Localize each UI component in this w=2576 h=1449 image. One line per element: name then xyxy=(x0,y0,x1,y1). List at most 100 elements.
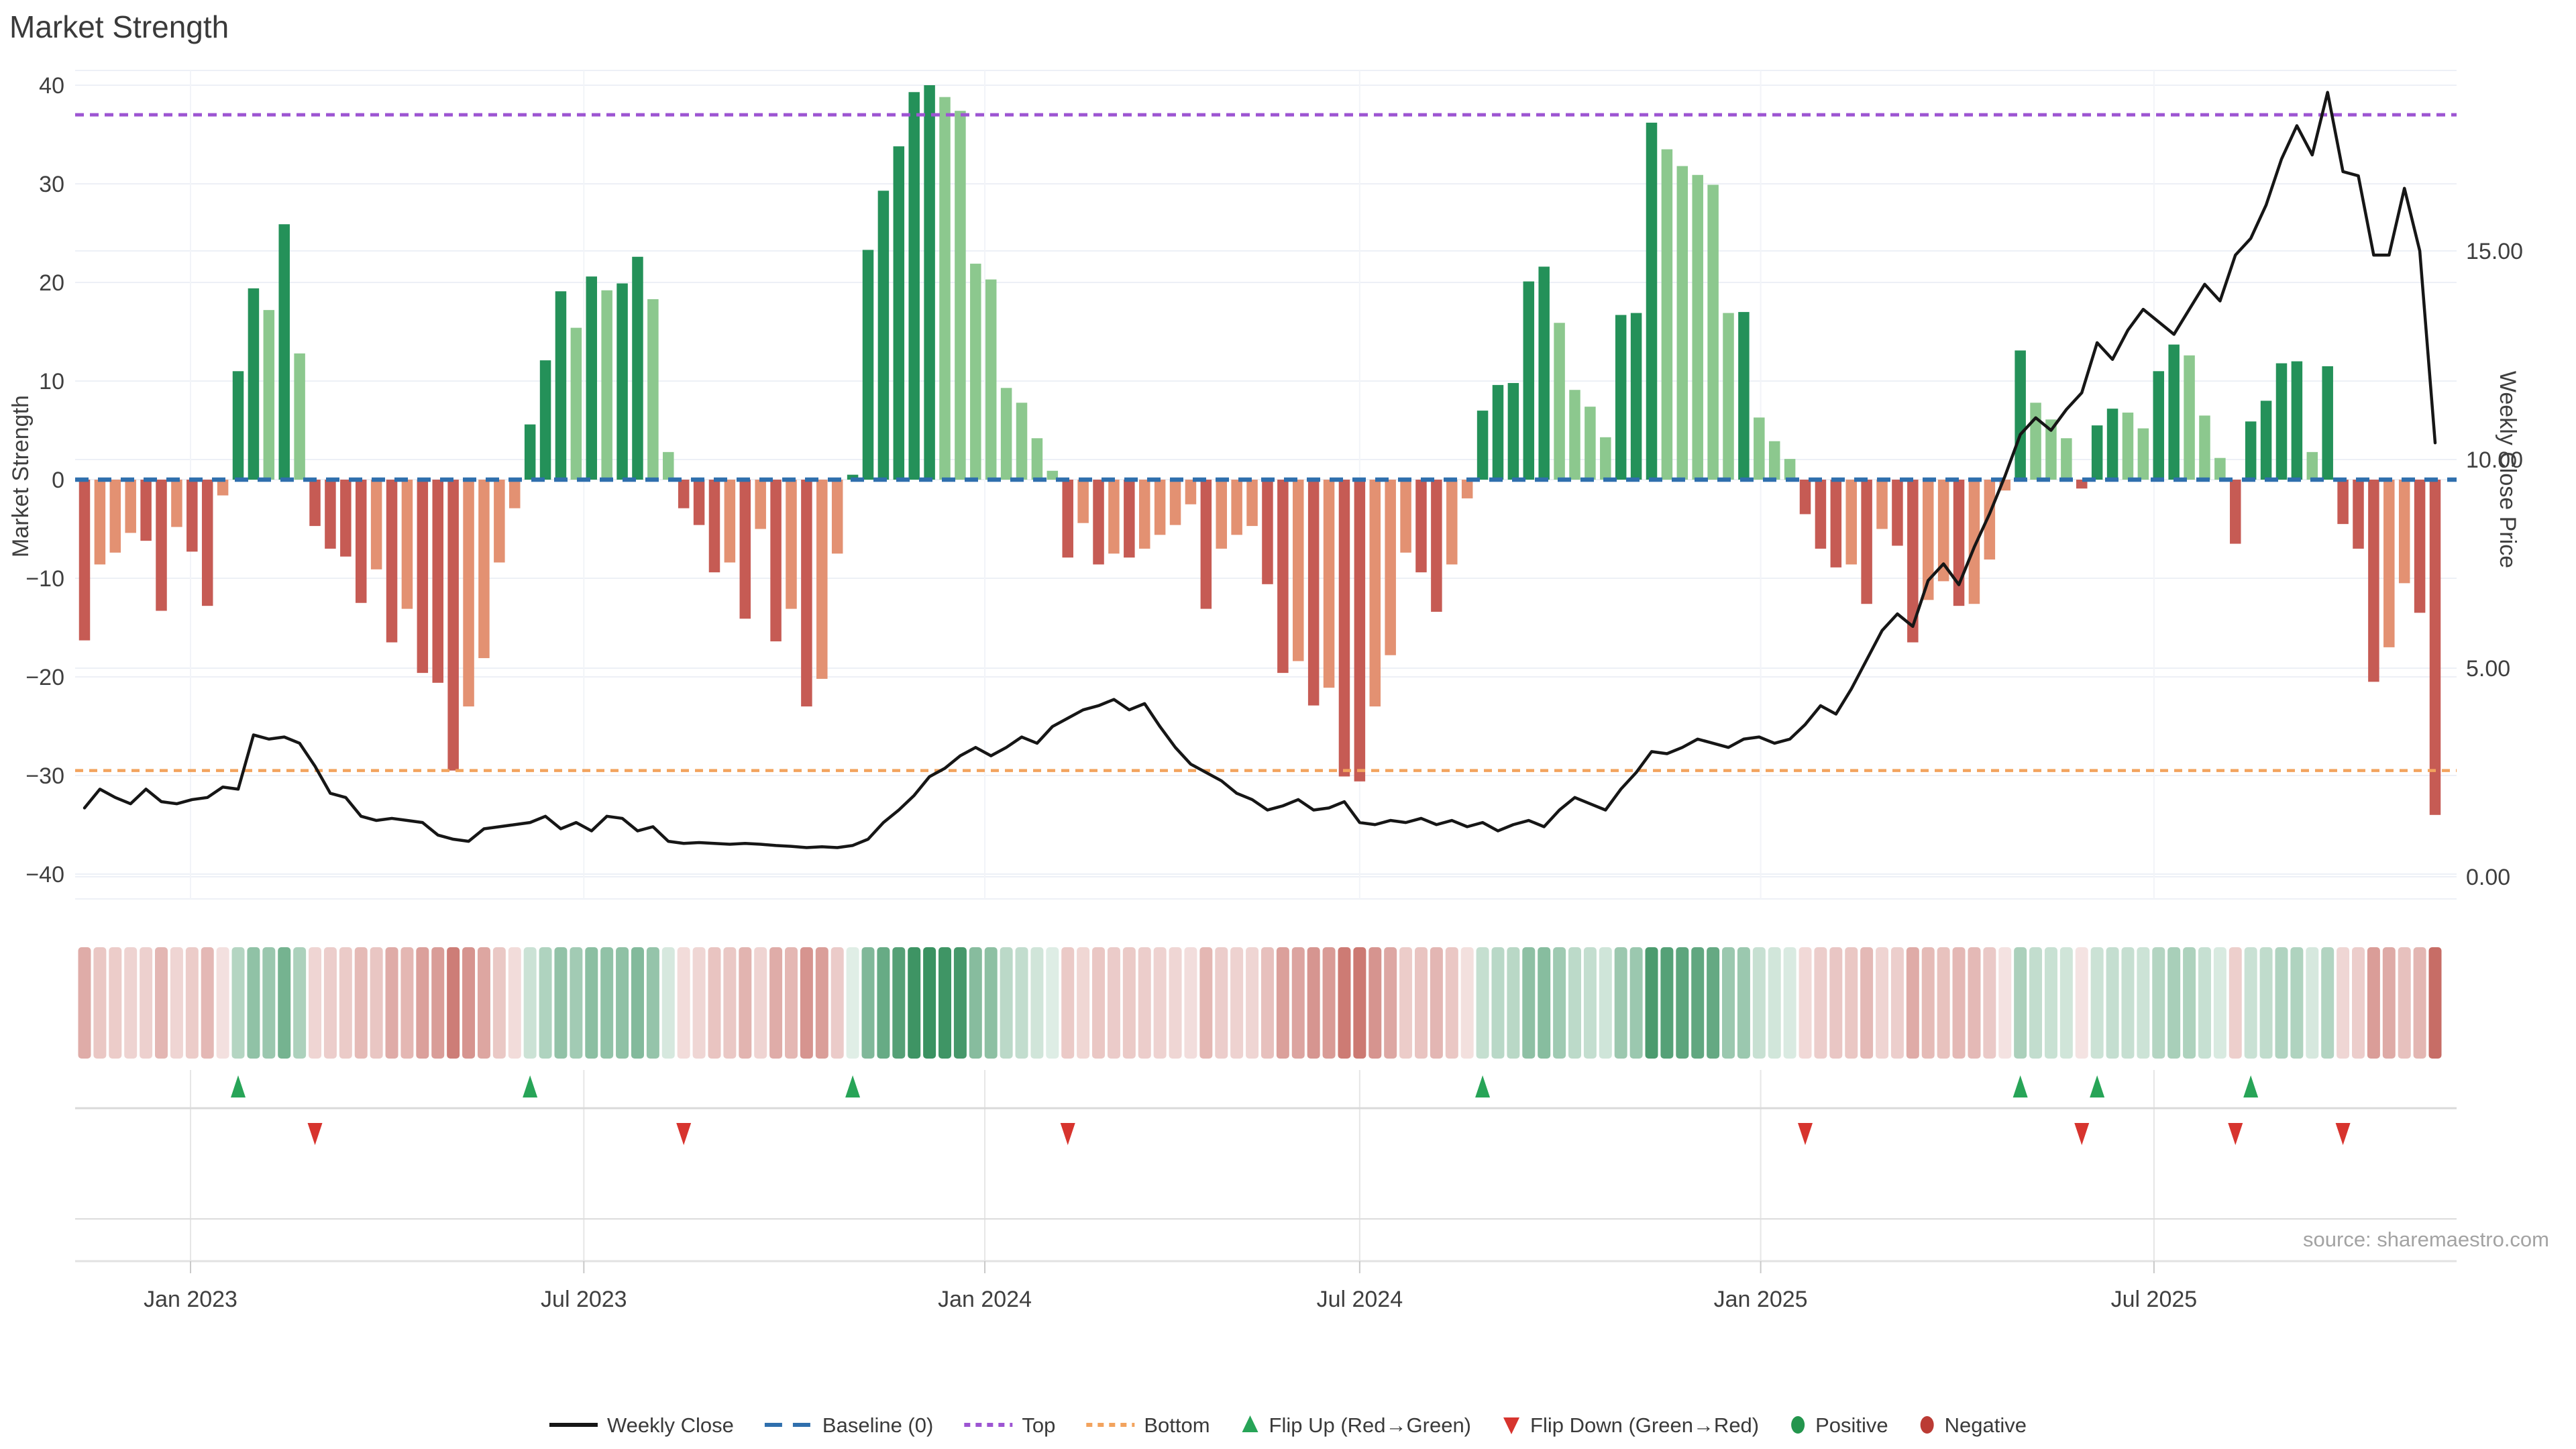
heatmap-cell xyxy=(984,947,998,1059)
strength-bar-positive xyxy=(539,360,551,480)
y-left-tick-label: −10 xyxy=(25,566,64,592)
heatmap-cell xyxy=(1783,947,1796,1059)
legend-item-positive[interactable]: Positive xyxy=(1791,1413,1888,1437)
heatmap-cell xyxy=(523,947,537,1059)
heatmap-cell xyxy=(2059,947,2073,1059)
flip-down-marker-icon xyxy=(676,1123,692,1145)
heatmap-cell xyxy=(570,947,583,1059)
heatmap-cell xyxy=(1876,947,1889,1059)
heatmap-cell xyxy=(462,947,476,1059)
strength-bar-negative xyxy=(1200,480,1212,609)
legend-item-flip-down-green-red[interactable]: Flip Down (Green→Red) xyxy=(1503,1413,1759,1437)
strength-bar-positive xyxy=(1538,266,1550,480)
strength-bar-positive xyxy=(1630,313,1642,480)
strength-bar-negative xyxy=(1323,480,1335,688)
flip-markers-layer xyxy=(75,1075,2457,1145)
x-tick-label: Jan 2025 xyxy=(1714,1287,1808,1312)
legend-item-flip-up-red-green[interactable]: Flip Up (Red→Green) xyxy=(1242,1413,1471,1437)
strength-bar-negative xyxy=(186,480,198,552)
strength-bar-positive xyxy=(2015,350,2026,480)
x-tick-label: Jan 2023 xyxy=(144,1287,237,1312)
heatmap-cell xyxy=(370,947,383,1059)
strength-bar-positive xyxy=(2061,438,2072,480)
y-left-tick-label: 30 xyxy=(39,172,64,197)
strength-bar-negative xyxy=(2414,480,2426,613)
strength-bar-positive xyxy=(1046,470,1059,480)
strength-bar-negative xyxy=(171,480,182,527)
strength-bar-positive xyxy=(955,111,966,480)
heatmap-cell xyxy=(2398,947,2411,1059)
heatmap-cell xyxy=(2413,947,2426,1059)
page-title: Market Strength xyxy=(9,9,229,44)
strength-bar-positive xyxy=(2153,371,2165,480)
heatmap-cell xyxy=(1384,947,1397,1059)
y-right-tick-label: 10.00 xyxy=(2466,447,2523,473)
strength-bar-negative xyxy=(447,480,459,771)
heatmap-cell xyxy=(1000,947,1013,1059)
legend-item-negative[interactable]: Negative xyxy=(1920,1413,2027,1437)
heatmap-cell xyxy=(1338,947,1351,1059)
heatmap-cell xyxy=(1122,947,1136,1059)
heatmap-cell xyxy=(447,947,460,1059)
strength-bar-negative xyxy=(1799,480,1811,515)
heatmap-cell xyxy=(354,947,368,1059)
strength-bar-negative xyxy=(770,480,782,642)
legend-item-weekly-close[interactable]: Weekly Close xyxy=(549,1413,734,1437)
strength-bar-positive xyxy=(1754,417,1765,480)
strength-bar-negative xyxy=(1262,480,1273,584)
heatmap-cell xyxy=(508,947,521,1059)
strength-bar-positive xyxy=(1016,402,1028,480)
heatmap-cell xyxy=(1092,947,1106,1059)
strength-bar-negative xyxy=(463,480,474,707)
heatmap-cell xyxy=(1169,947,1182,1059)
legend-item-bottom[interactable]: Bottom xyxy=(1086,1413,1210,1437)
heatmap-cell xyxy=(431,947,445,1059)
strength-bar-negative xyxy=(417,480,429,674)
strength-bar-positive xyxy=(862,250,874,480)
strength-bar-negative xyxy=(1124,480,1135,558)
heatmap-cell xyxy=(1460,947,1474,1059)
strength-bar-negative xyxy=(1062,480,1073,558)
strength-bar-positive xyxy=(2184,355,2195,480)
y-right-tick-label: 5.00 xyxy=(2466,656,2510,682)
strength-bar-negative xyxy=(1077,480,1089,523)
heatmap-cell xyxy=(1030,947,1044,1059)
flip-down-marker-icon xyxy=(1798,1123,1813,1145)
strength-bar-positive xyxy=(663,451,674,480)
strength-bar-negative xyxy=(355,480,367,603)
strength-bar-negative xyxy=(1922,480,1934,600)
strength-bar-positive xyxy=(1000,388,1012,480)
strength-bar-positive xyxy=(1569,390,1580,480)
strength-bar-positive xyxy=(1676,166,1688,480)
strength-bar-positive xyxy=(985,279,997,480)
strength-bar-positive xyxy=(1585,407,1596,480)
strength-bar-positive xyxy=(570,327,582,480)
x-tick-label: Jul 2024 xyxy=(1317,1287,1403,1312)
flip-up-marker-icon xyxy=(231,1075,246,1097)
strength-bar-positive xyxy=(524,424,536,480)
legend-item-baseline-0[interactable]: Baseline (0) xyxy=(764,1413,933,1437)
y-right-tick-label: 15.00 xyxy=(2466,239,2523,264)
strength-bar-negative xyxy=(1400,480,1411,553)
strength-bar-positive xyxy=(1600,437,1611,480)
strength-bar-negative xyxy=(1246,480,1258,527)
strength-bar-positive xyxy=(2322,366,2333,480)
legend-item-top[interactable]: Top xyxy=(964,1413,1055,1437)
heatmap-cell xyxy=(1061,947,1075,1059)
heatmap-cell xyxy=(109,947,122,1059)
legend-item-label: Flip Down (Green→Red) xyxy=(1530,1413,1759,1437)
strength-bar-negative xyxy=(2353,480,2364,549)
strength-bar-negative xyxy=(140,480,152,541)
heatmap-cell xyxy=(1138,947,1151,1059)
strength-bar-negative xyxy=(1338,480,1350,777)
strength-bar-negative xyxy=(78,480,91,641)
heatmap-cell xyxy=(1368,947,1382,1059)
weekly-close-line xyxy=(83,91,2437,849)
strength-bar-positive xyxy=(970,264,981,480)
strength-bar-negative xyxy=(2429,480,2441,815)
heatmap-cell xyxy=(1737,947,1750,1059)
strength-bar-negative xyxy=(2337,480,2349,525)
heatmap-cell xyxy=(1077,947,1090,1059)
strength-bar-negative xyxy=(109,480,121,553)
heatmap-cell xyxy=(1845,947,1858,1059)
